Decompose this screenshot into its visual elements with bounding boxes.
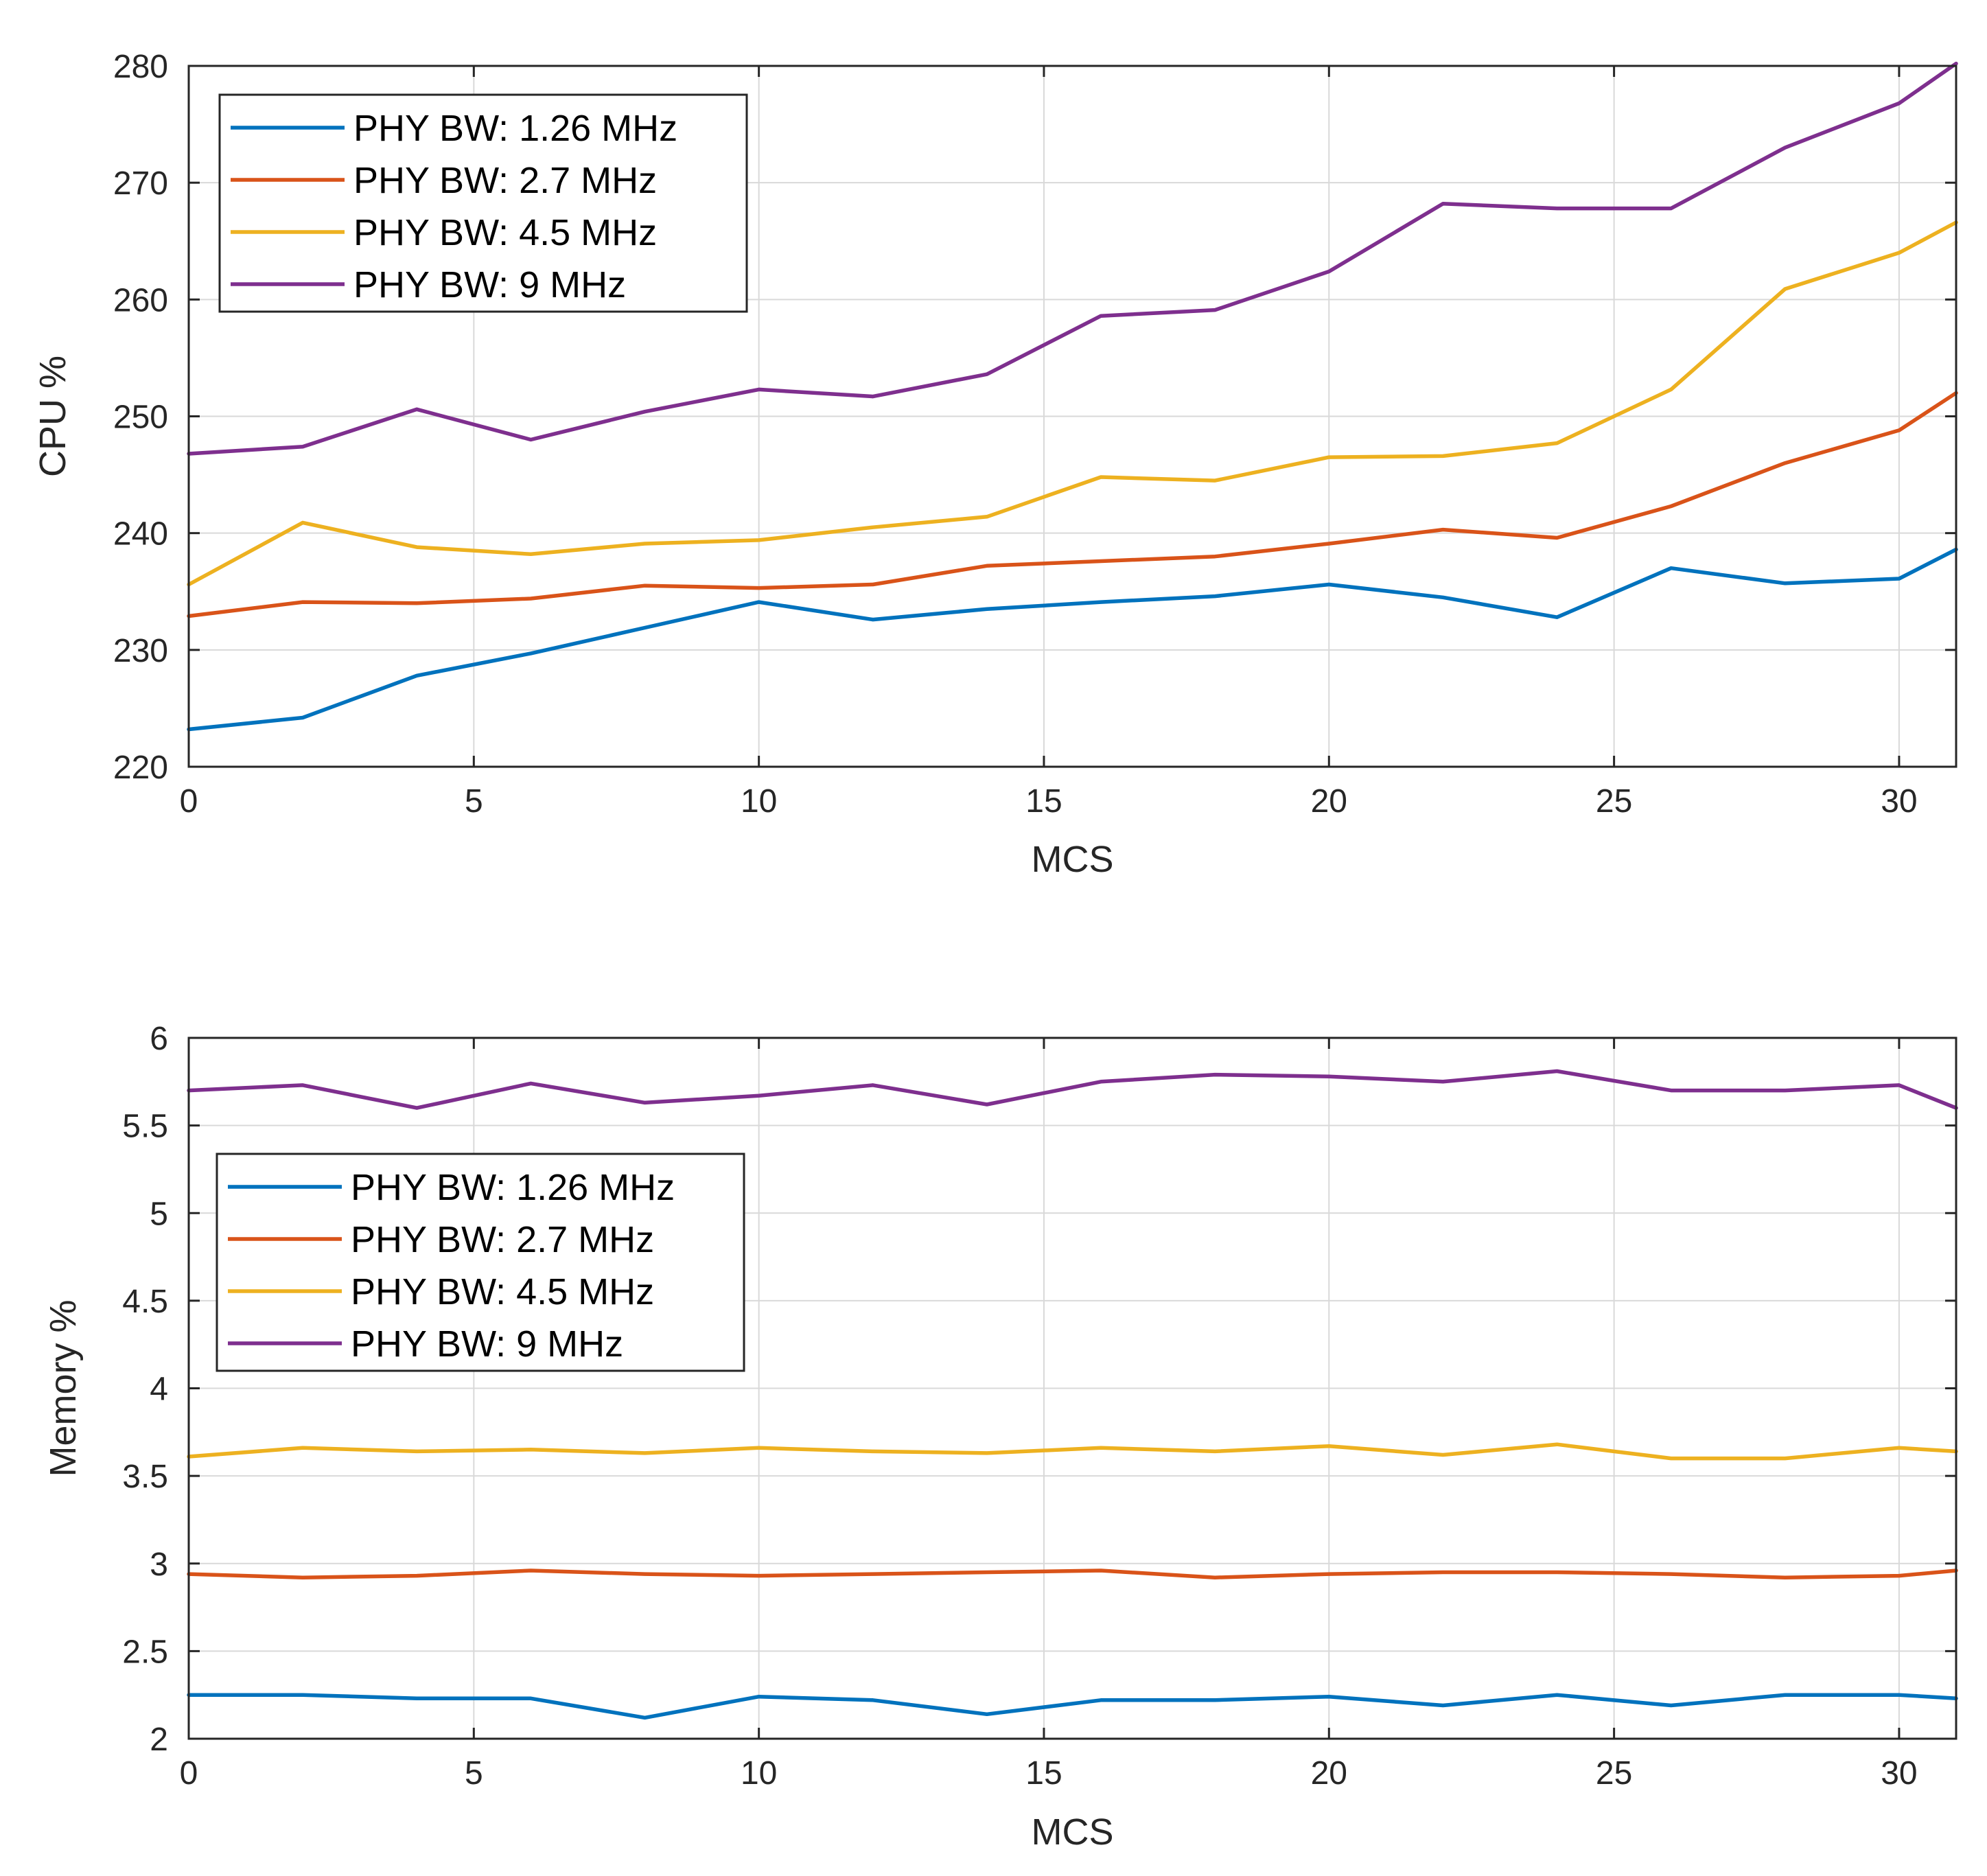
- legend-entry-label: PHY BW: 9 MHz: [351, 1323, 623, 1365]
- y-tick-label: 270: [113, 165, 168, 202]
- y-tick-label: 280: [113, 49, 168, 85]
- series-line-phy-bw-9-mhz: [187, 61, 1958, 456]
- legend-entry-label: PHY BW: 2.7 MHz: [353, 160, 657, 201]
- x-tick-label: 25: [1596, 783, 1632, 820]
- legend-entry-label: PHY BW: 2.7 MHz: [351, 1219, 654, 1260]
- y-tick-label: 5: [150, 1196, 168, 1232]
- legend-entry-label: PHY BW: 4.5 MHz: [351, 1271, 654, 1312]
- y-tick-label: 4.5: [122, 1284, 168, 1320]
- legend: PHY BW: 1.26 MHz PHY BW: 2.7 MHz PHY BW: 4…: [218, 93, 748, 313]
- legend: PHY BW: 1.26 MHz PHY BW: 2.7 MHz PHY BW: 4…: [216, 1153, 745, 1372]
- x-tick-label: 0: [180, 783, 198, 820]
- x-tick-label: 15: [1025, 783, 1062, 820]
- y-tick-label: 2: [150, 1722, 168, 1758]
- x-axis-label: MCS: [1032, 839, 1114, 880]
- legend-entry-label: PHY BW: 9 MHz: [353, 264, 626, 305]
- x-tick-label: 20: [1311, 783, 1347, 820]
- x-tick-label: 25: [1596, 1755, 1632, 1792]
- x-tick-label: 15: [1025, 1755, 1062, 1792]
- y-tick-label: 6: [150, 1021, 168, 1057]
- series-line-phy-bw-2-7-mhz: [187, 391, 1958, 618]
- series-line-phy-bw-4-5-mhz: [187, 1442, 1958, 1461]
- y-axis-label: CPU %: [32, 356, 73, 477]
- y-tick-label: 3: [150, 1547, 168, 1583]
- x-tick-label: 10: [741, 1755, 777, 1792]
- series-line-phy-bw-4-5-mhz: [187, 220, 1958, 587]
- legend-box: [216, 1153, 745, 1372]
- x-tick-label: 5: [465, 783, 483, 820]
- y-tick-label: 3.5: [122, 1459, 168, 1495]
- series-line-phy-bw-1-26-mhz: [187, 547, 1958, 732]
- series-line-phy-bw-9-mhz: [187, 1069, 1958, 1110]
- x-tick-label: 30: [1881, 783, 1917, 820]
- y-tick-label: 5.5: [122, 1109, 168, 1145]
- x-tick-label: 20: [1311, 1755, 1347, 1792]
- legend-box: [218, 93, 748, 313]
- y-tick-label: 240: [113, 516, 168, 553]
- legend-entry-label: PHY BW: 1.26 MHz: [351, 1167, 675, 1208]
- legend-entry-label: PHY BW: 1.26 MHz: [353, 108, 677, 149]
- y-tick-label: 230: [113, 633, 168, 669]
- cpu-chart: 0 5 10 15 20 25 30 220 230 240 250 260 270 280 MCS CPU …: [32, 49, 1958, 880]
- legend-entry-label: PHY BW: 4.5 MHz: [353, 212, 657, 253]
- y-axis-label: Memory %: [43, 1299, 84, 1477]
- y-tick-label: 220: [113, 750, 168, 786]
- y-tick-label: 2.5: [122, 1634, 168, 1670]
- x-tick-label: 10: [741, 783, 777, 820]
- y-tick-label: 260: [113, 282, 168, 319]
- series-line-phy-bw-2-7-mhz: [187, 1568, 1958, 1579]
- x-tick-label: 0: [180, 1755, 198, 1792]
- series-line-phy-bw-1-26-mhz: [187, 1693, 1958, 1720]
- x-tick-label: 5: [465, 1755, 483, 1792]
- x-axis-label: MCS: [1032, 1811, 1114, 1853]
- y-tick-label: 250: [113, 399, 168, 436]
- y-tick-label: 4: [150, 1371, 168, 1408]
- memory-chart: 0 5 10 15 20 25 30 2 2.5 3 3.5 4 4.5 5 5.5 6 MCS Memory %…: [43, 1021, 1958, 1853]
- x-tick-label: 30: [1881, 1755, 1917, 1792]
